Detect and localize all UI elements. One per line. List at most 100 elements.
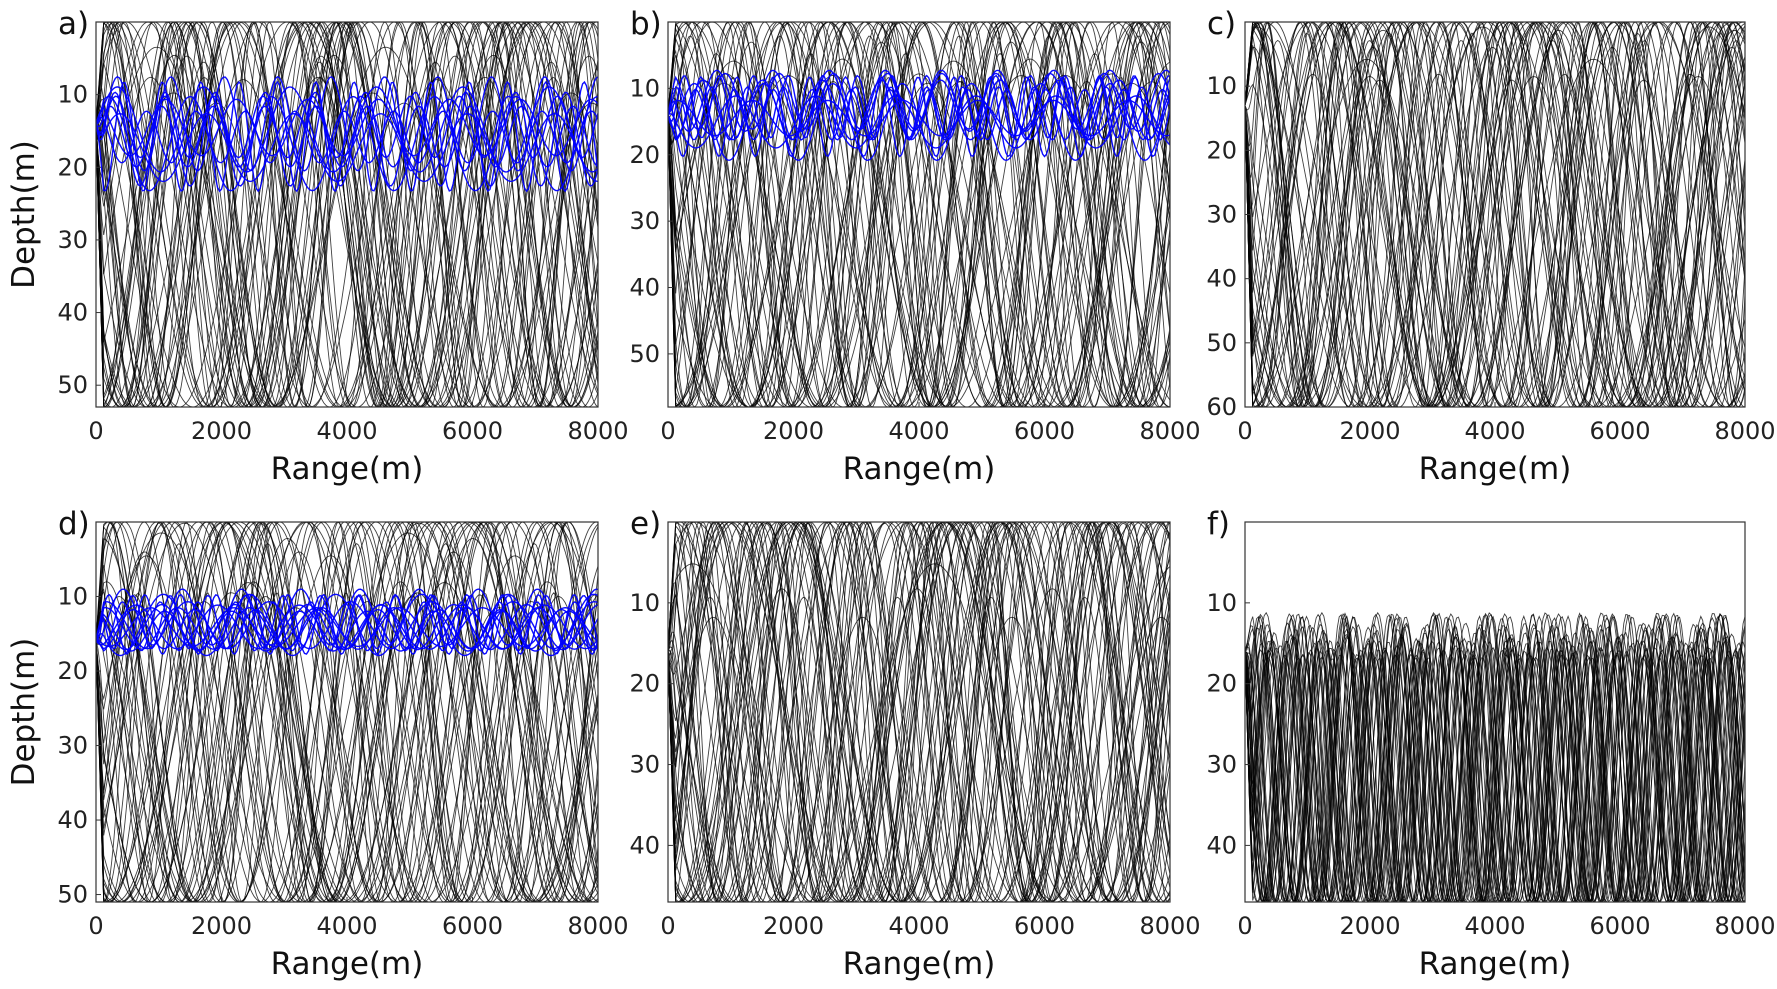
y-axis-label: Depth(m) bbox=[6, 140, 42, 289]
x-tick-label: 4000 bbox=[316, 912, 377, 940]
y-tick-label: 40 bbox=[1206, 265, 1237, 293]
x-tick-label: 0 bbox=[660, 417, 675, 445]
x-tick-label: 6000 bbox=[1589, 912, 1650, 940]
panel-b: 0 2000 4000 6000 8000 10 20 30 40 50 Range(m) b) bbox=[629, 6, 1200, 487]
x-tick-label: 2000 bbox=[191, 417, 252, 445]
ray-20 bbox=[96, 522, 598, 902]
trapped-ray-2 bbox=[668, 82, 1170, 162]
ray-29 bbox=[1245, 614, 1745, 902]
ray-7 bbox=[668, 22, 1170, 407]
ray-28 bbox=[1245, 628, 1745, 902]
ray-13 bbox=[96, 555, 598, 902]
ray-17 bbox=[1245, 22, 1745, 407]
trapped-ray-3 bbox=[96, 95, 598, 192]
ray-40 bbox=[668, 522, 1170, 902]
y-tick-label: 30 bbox=[629, 751, 660, 779]
rays bbox=[1245, 611, 1745, 902]
y-tick-label: 30 bbox=[1206, 201, 1237, 229]
ray-41 bbox=[668, 522, 1170, 902]
ray-30 bbox=[668, 22, 1170, 407]
ray-41 bbox=[668, 22, 1170, 407]
x-tick-label: 4000 bbox=[1464, 912, 1525, 940]
y-tick-label: 50 bbox=[57, 371, 88, 399]
ray-44 bbox=[668, 588, 1170, 902]
y-tick-label: 40 bbox=[1206, 831, 1237, 859]
ray-46 bbox=[668, 522, 1170, 902]
ray-40 bbox=[96, 596, 598, 902]
x-tick-label: 2000 bbox=[763, 417, 824, 445]
ray-38 bbox=[1245, 638, 1745, 902]
ray-36 bbox=[1245, 612, 1745, 902]
ray-0 bbox=[96, 551, 598, 902]
ray-42 bbox=[96, 532, 598, 902]
y-axis-label: Depth(m) bbox=[6, 638, 42, 787]
ray-9 bbox=[668, 22, 1170, 407]
ray-47 bbox=[1245, 22, 1745, 407]
ray-23 bbox=[1245, 629, 1745, 902]
ray-44 bbox=[1245, 22, 1745, 407]
y-tick-label: 20 bbox=[629, 670, 660, 698]
panel-letter: f) bbox=[1207, 506, 1230, 542]
ray-12 bbox=[96, 522, 598, 902]
ray-27 bbox=[668, 522, 1170, 902]
ray-30 bbox=[1245, 22, 1745, 407]
ray-35 bbox=[668, 22, 1170, 407]
y-tick-label: 10 bbox=[629, 589, 660, 617]
ray-35 bbox=[1245, 640, 1745, 902]
x-tick-label: 6000 bbox=[1014, 417, 1075, 445]
y-tick-label: 10 bbox=[629, 74, 660, 102]
trapped-ray-5 bbox=[96, 80, 598, 193]
ray-26 bbox=[96, 22, 598, 407]
ray-39 bbox=[1245, 651, 1745, 902]
ray-37 bbox=[1245, 22, 1745, 407]
ray-29 bbox=[96, 22, 598, 407]
x-tick-label: 4000 bbox=[316, 417, 377, 445]
ray-28 bbox=[1245, 22, 1745, 407]
panel-letter: c) bbox=[1207, 6, 1236, 42]
panel-f: 0 2000 4000 6000 8000 10 20 30 40 Range(m) f) bbox=[1206, 506, 1775, 982]
trapped-ray-5 bbox=[668, 99, 1170, 137]
trapped-ray-4 bbox=[96, 75, 598, 172]
ray-43 bbox=[96, 22, 598, 407]
y-tick-label: 60 bbox=[1206, 393, 1237, 421]
x-tick-label: 4000 bbox=[888, 912, 949, 940]
y-tick-label: 20 bbox=[629, 141, 660, 169]
rays bbox=[96, 522, 598, 902]
x-tick-label: 0 bbox=[1237, 417, 1252, 445]
y-tick-label: 10 bbox=[1206, 589, 1237, 617]
ray-21 bbox=[1245, 22, 1745, 407]
x-tick-label: 8000 bbox=[567, 912, 628, 940]
x-tick-label: 0 bbox=[1237, 912, 1252, 940]
ray-39 bbox=[668, 22, 1170, 407]
y-tick-label: 30 bbox=[1206, 751, 1237, 779]
ray-23 bbox=[96, 522, 598, 902]
x-tick-label: 0 bbox=[88, 912, 103, 940]
trapped-ray-11 bbox=[96, 594, 598, 650]
y-tick-label: 20 bbox=[57, 657, 88, 685]
x-tick-label: 6000 bbox=[1014, 912, 1075, 940]
panel-e: 0 2000 4000 6000 8000 10 20 30 40 Range(m) e) bbox=[629, 506, 1200, 982]
y-tick-label: 10 bbox=[57, 81, 88, 109]
y-tick-label: 30 bbox=[57, 732, 88, 760]
ray-23 bbox=[96, 22, 598, 407]
trapped-ray-10 bbox=[96, 601, 598, 652]
x-tick-label: 4000 bbox=[1464, 417, 1525, 445]
ray-41 bbox=[96, 77, 598, 407]
x-tick-label: 8000 bbox=[1139, 417, 1200, 445]
ray-25 bbox=[96, 22, 598, 407]
ray-24 bbox=[96, 522, 598, 902]
ray-16 bbox=[668, 596, 1170, 902]
trapped-ray-6 bbox=[96, 105, 598, 168]
trapped-ray-9 bbox=[668, 85, 1170, 141]
ray-37 bbox=[668, 22, 1170, 407]
ray-38 bbox=[668, 522, 1170, 902]
ray-40 bbox=[1245, 22, 1745, 407]
ray-34 bbox=[96, 522, 598, 902]
ray-41 bbox=[96, 522, 598, 902]
ray-38 bbox=[1245, 22, 1745, 407]
x-axis-label: Range(m) bbox=[1419, 451, 1572, 487]
ray-45 bbox=[668, 522, 1170, 902]
y-tick-label: 10 bbox=[1206, 72, 1237, 100]
ray-31 bbox=[1245, 22, 1745, 407]
panel-c: 0 2000 4000 6000 8000 10 20 30 40 50 60 Range(m) c) bbox=[1206, 6, 1775, 487]
